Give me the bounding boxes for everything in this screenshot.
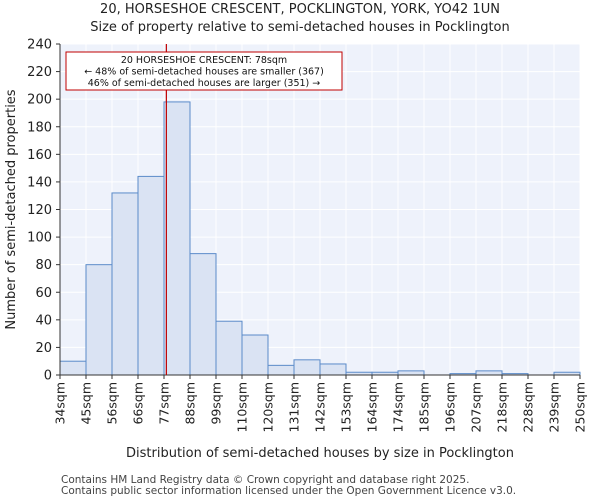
y-tick-label: 20 xyxy=(35,341,52,356)
y-tick-label: 0 xyxy=(44,369,52,384)
x-tick-label: 185sqm xyxy=(417,382,432,432)
histogram-bar xyxy=(397,370,425,376)
histogram-chart: 0 20 40 60 80 100 120 140 160 180 200 220 240 34sqm 45… xyxy=(4,38,588,462)
y-tick-label: 160 xyxy=(27,148,52,163)
histogram-bar xyxy=(475,370,503,376)
y-tick-label: 180 xyxy=(27,120,52,135)
histogram-bar xyxy=(111,192,139,376)
x-axis-title: Distribution of semi-detached houses by … xyxy=(126,446,514,461)
x-tick-label: 174sqm xyxy=(391,382,406,432)
x-tick-label: 164sqm xyxy=(365,382,380,432)
chart-subtitle: Size of property relative to semi-detach… xyxy=(90,20,510,35)
histogram-bar xyxy=(85,264,113,376)
y-tick-label: 240 xyxy=(27,38,52,53)
x-tick-label: 196sqm xyxy=(443,382,458,432)
histogram-bar xyxy=(319,363,347,376)
x-tick-label: 250sqm xyxy=(573,382,588,432)
x-tick-label: 120sqm xyxy=(261,382,276,432)
x-tick-label: 45sqm xyxy=(79,382,94,425)
footer-line-1: Contains HM Land Registry data © Crown c… xyxy=(61,474,470,486)
x-tick-label: 228sqm xyxy=(521,382,536,432)
x-tick-label: 239sqm xyxy=(547,382,562,432)
annotation-line-2: ← 48% of semi-detached houses are smalle… xyxy=(84,67,324,78)
x-tick-label: 142sqm xyxy=(313,382,328,432)
x-tick-label: 77sqm xyxy=(157,382,172,425)
y-tick-label: 100 xyxy=(27,231,52,246)
x-tick-label: 34sqm xyxy=(53,382,68,425)
x-tick-label: 131sqm xyxy=(287,382,302,432)
x-tick-label: 110sqm xyxy=(235,382,250,432)
histogram-bar xyxy=(215,320,243,376)
histogram-bar xyxy=(137,175,165,376)
annotation-line-1: 20 HORSESHOE CRESCENT: 78sqm xyxy=(121,55,287,66)
x-tick-label: 88sqm xyxy=(183,382,198,425)
y-tick-label: 40 xyxy=(35,313,52,328)
x-tick-label: 99sqm xyxy=(209,382,224,425)
histogram-bar xyxy=(293,359,321,376)
annotation-line-3: 46% of semi-detached houses are larger (… xyxy=(88,78,321,89)
y-tick-label: 200 xyxy=(27,93,52,108)
x-tick-label: 218sqm xyxy=(495,382,510,432)
y-tick-label: 220 xyxy=(27,65,52,80)
histogram-bar xyxy=(267,364,295,376)
histogram-bar xyxy=(163,101,191,376)
annotation-box xyxy=(65,51,343,91)
y-axis-title: Number of semi-detached properties xyxy=(4,89,19,329)
histogram-bar xyxy=(59,360,87,376)
footer-line-2: Contains public sector information licen… xyxy=(61,485,517,497)
histogram-bar xyxy=(241,334,269,376)
y-tick-label: 60 xyxy=(35,286,52,301)
y-tick-label: 80 xyxy=(35,258,52,273)
x-tick-label: 207sqm xyxy=(469,382,484,432)
y-tick-label: 140 xyxy=(27,175,52,190)
chart-title: 20, HORSESHOE CRESCENT, POCKLINGTON, YOR… xyxy=(100,2,500,17)
histogram-bar xyxy=(189,253,217,376)
x-tick-label: 56sqm xyxy=(105,382,120,425)
x-tick-label: 66sqm xyxy=(131,382,146,425)
y-tick-label: 120 xyxy=(27,203,52,218)
x-tick-label: 153sqm xyxy=(339,382,354,432)
